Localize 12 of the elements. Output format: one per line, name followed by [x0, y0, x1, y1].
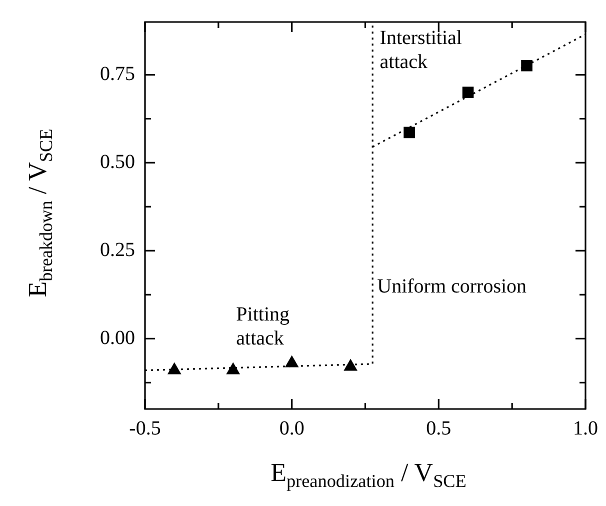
annotation: Interstitial attack [380, 27, 462, 74]
y-tick-label: 0.25 [100, 238, 135, 261]
x-tick-label: 1.0 [573, 417, 598, 440]
x-tick-label: 0.0 [279, 417, 304, 440]
y-tick-label: 0.50 [100, 150, 135, 173]
annotation: Uniform corrosion [377, 275, 527, 298]
x-axis-title: E$_{preanodization}$ / V$_{SCE}$ [270, 458, 468, 492]
x-tick-label: 0.5 [426, 417, 452, 440]
annotation: Pitting attack [236, 304, 290, 350]
y-tick-label: 0.00 [100, 326, 135, 349]
x-tick-label: -0.5 [129, 417, 161, 440]
y-tick-label: 0.75 [100, 63, 135, 86]
